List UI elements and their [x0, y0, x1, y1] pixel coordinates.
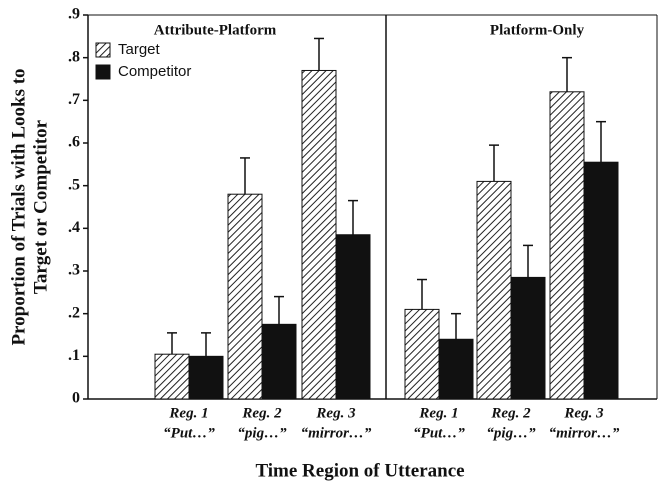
legend-swatch — [95, 42, 111, 58]
x-tick-label: Reg. 1 — [168, 405, 208, 421]
legend-label: Target — [118, 41, 161, 58]
x-tick-label: “Put…” — [163, 425, 215, 441]
x-tick-label: “pig…” — [486, 425, 536, 441]
x-tick-label: Reg. 3 — [563, 405, 604, 421]
y-tick-label: .3 — [68, 262, 80, 279]
y-tick-label: .4 — [68, 219, 80, 236]
bar — [404, 308, 440, 400]
y-tick-label: 0 — [72, 390, 80, 407]
x-tick-label: Reg. 3 — [315, 405, 356, 421]
panel-title: Platform-Only — [490, 22, 585, 38]
bar — [335, 234, 371, 400]
legend-label: Competitor — [118, 63, 191, 80]
bar — [188, 355, 224, 400]
bar — [227, 193, 263, 400]
y-tick-label: .6 — [68, 134, 80, 151]
panel-title: Attribute-Platform — [154, 22, 277, 38]
y-tick-label: .1 — [68, 347, 80, 364]
x-tick-label: “Put…” — [413, 425, 465, 441]
y-axis-title: Proportion of Trials with Looks to — [8, 68, 29, 345]
y-tick-label: .2 — [68, 304, 80, 321]
x-tick-label: “mirror…” — [301, 425, 372, 441]
bar — [583, 161, 619, 400]
bar — [154, 353, 190, 400]
y-tick-label: .8 — [68, 48, 80, 65]
x-tick-label: Reg. 1 — [418, 405, 458, 421]
bar — [476, 180, 512, 400]
x-tick-label: “pig…” — [237, 425, 287, 441]
y-tick-label: .5 — [68, 176, 80, 193]
bar — [301, 69, 337, 400]
x-tick-label: Reg. 2 — [241, 405, 282, 421]
x-tick-label: “mirror…” — [549, 425, 620, 441]
bar — [510, 276, 546, 400]
y-tick-label: .7 — [68, 91, 80, 108]
legend-swatch — [95, 64, 111, 80]
y-axis-title: Target or Competitor — [30, 119, 51, 294]
x-tick-label: Reg. 2 — [490, 405, 531, 421]
x-axis-title: Time Region of Utterance — [255, 460, 464, 481]
y-tick-label: .9 — [68, 6, 80, 23]
bar — [549, 91, 585, 400]
bar — [438, 338, 474, 400]
bar — [261, 323, 297, 400]
